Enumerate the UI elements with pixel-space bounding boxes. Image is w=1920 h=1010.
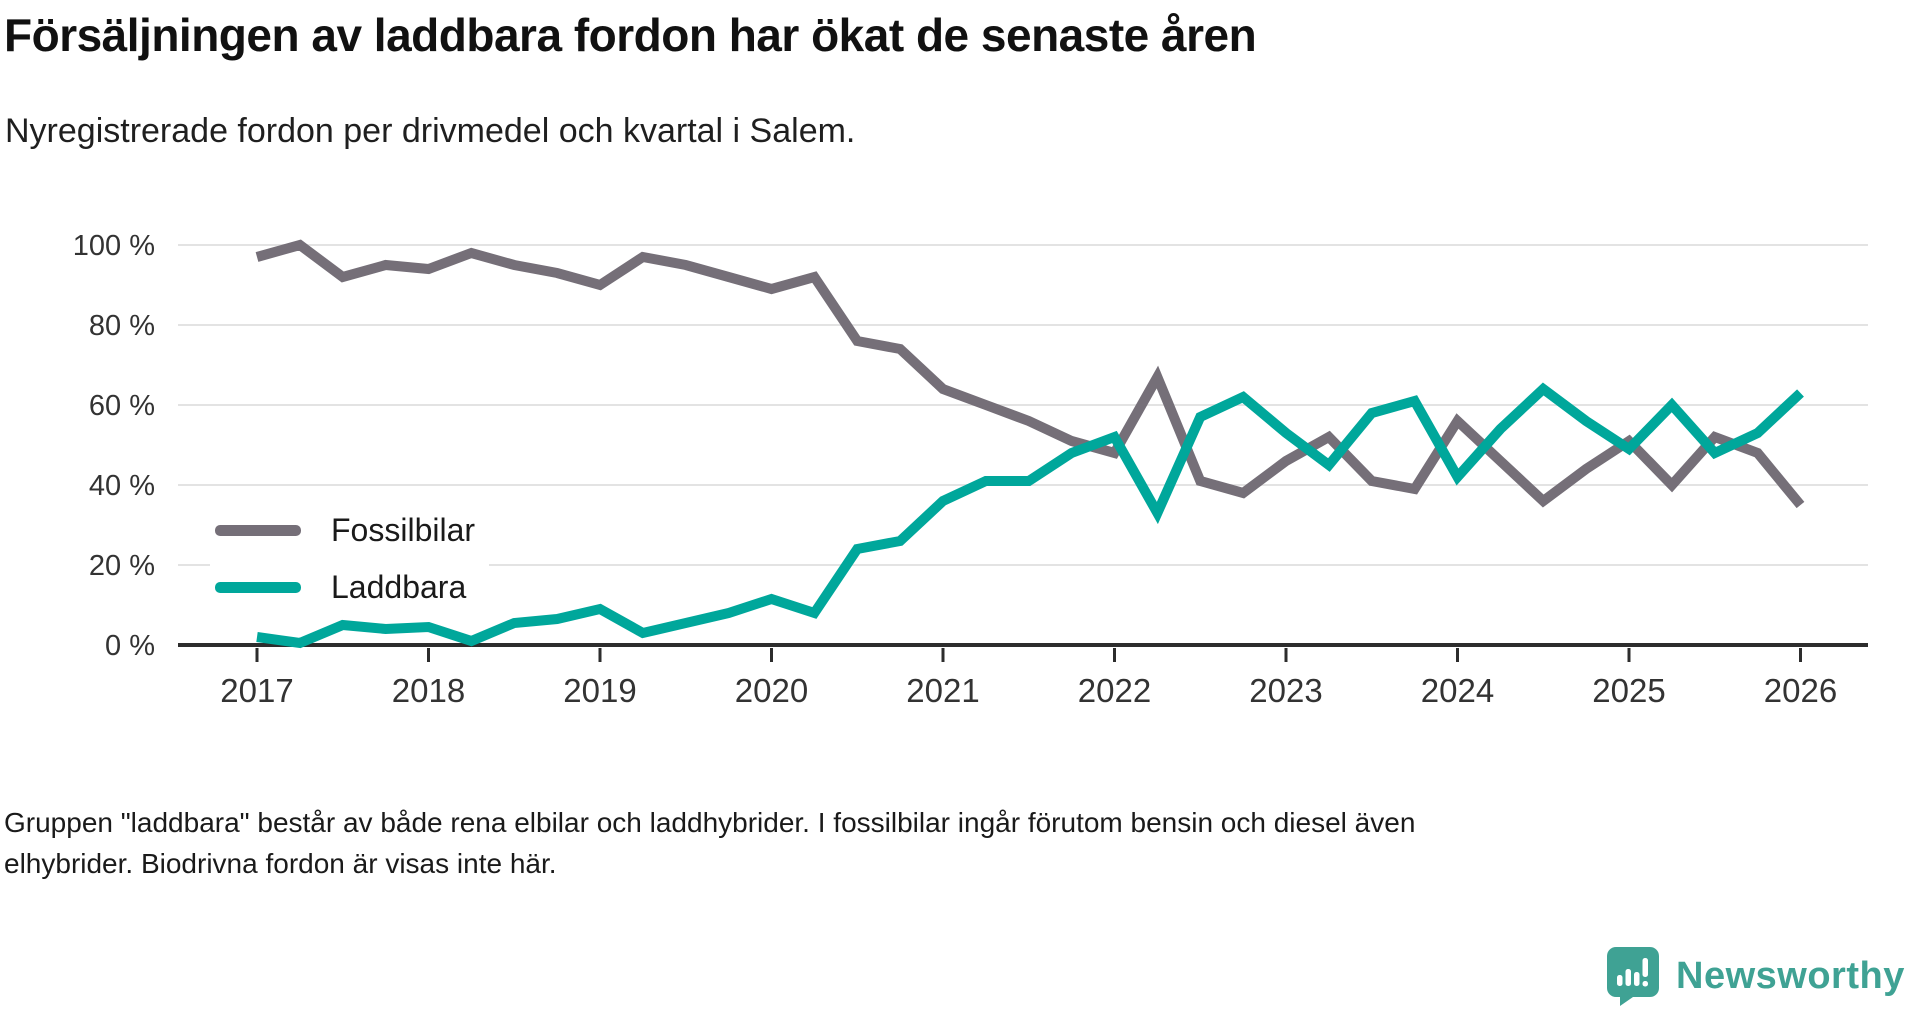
x-axis-label-2024: 2024 bbox=[1421, 672, 1494, 709]
newsworthy-logo: Newsworthy bbox=[1606, 946, 1905, 1006]
x-axis-label-2019: 2019 bbox=[563, 672, 636, 709]
line-chart-plot-area: 0 % 20 % 40 % 60 % 80 % 100 % 2017 2018 2019 2020… bbox=[73, 230, 1868, 709]
x-axis-label-2022: 2022 bbox=[1078, 672, 1151, 709]
logo-text: Newsworthy bbox=[1676, 954, 1905, 997]
page-title: Försäljningen av laddbara fordon har öka… bbox=[4, 9, 1257, 61]
y-axis-label-80: 80 % bbox=[89, 310, 155, 342]
x-axis-label-2018: 2018 bbox=[392, 672, 465, 709]
x-axis-label-2020: 2020 bbox=[735, 672, 808, 709]
legend-label-fossilbilar: Fossilbilar bbox=[331, 512, 476, 548]
y-axis-label-20: 20 % bbox=[89, 550, 155, 582]
laddbara-swatch bbox=[215, 582, 301, 593]
y-axis-label-100: 100 % bbox=[73, 230, 155, 262]
legend-label-laddbara: Laddbara bbox=[331, 569, 467, 605]
fossilbilar-swatch bbox=[215, 525, 301, 536]
footnote-line-1: Gruppen "laddbara" består av både rena e… bbox=[4, 807, 1416, 838]
legend: Fossilbilar Laddbara bbox=[210, 500, 490, 618]
footnote-line-2: elhybrider. Biodrivna fordon är visas in… bbox=[4, 848, 557, 879]
y-axis-label-0: 0 % bbox=[105, 630, 155, 662]
x-axis-label-2023: 2023 bbox=[1249, 672, 1322, 709]
footnote: Gruppen "laddbara" består av både rena e… bbox=[4, 802, 1415, 884]
x-axis-label-2026: 2026 bbox=[1764, 672, 1837, 709]
x-axis-label-2021: 2021 bbox=[906, 672, 979, 709]
fossilbilar-line bbox=[255, 239, 1805, 509]
y-axis-label-60: 60 % bbox=[89, 390, 155, 422]
newsworthy-speech-bubble-chart-icon bbox=[1607, 947, 1659, 1006]
laddbara-line bbox=[256, 382, 1804, 649]
chart-subtitle: Nyregistrerade fordon per drivmedel och … bbox=[5, 112, 856, 150]
x-axis-label-2025: 2025 bbox=[1592, 672, 1665, 709]
legend-item-fossilbilar: Fossilbilar bbox=[215, 502, 475, 559]
legend-item-laddbara: Laddbara bbox=[215, 559, 475, 616]
x-axis-label-2017: 2017 bbox=[220, 672, 293, 709]
y-axis-label-40: 40 % bbox=[89, 470, 155, 502]
